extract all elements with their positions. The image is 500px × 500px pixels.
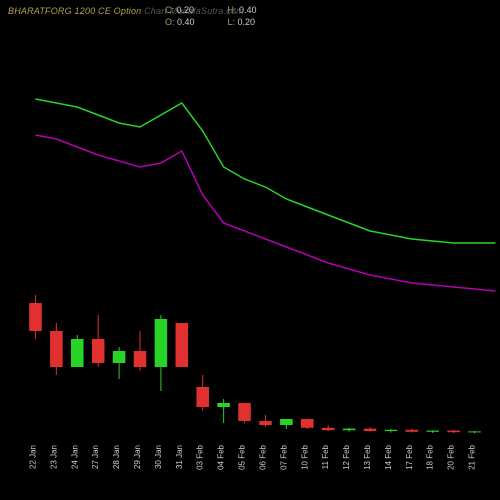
x-axis-label: 17 Feb (405, 444, 414, 469)
x-axis-label: 21 Feb (468, 444, 477, 469)
candle-body (196, 387, 209, 407)
x-axis-label: 07 Feb (279, 444, 288, 469)
candle-body (280, 419, 293, 425)
x-axis-label: 14 Feb (384, 444, 393, 469)
ohlc-c-label: C: (165, 5, 174, 15)
candle-body (92, 339, 105, 363)
upper-line (35, 99, 495, 243)
option-chart: BHARATFORG 1200 CE Option Chart MunafaSu… (0, 0, 500, 500)
x-axis-label: 23 Jan (49, 445, 58, 469)
candle-body (176, 323, 189, 367)
x-axis-label: 03 Feb (196, 444, 205, 469)
ohlc-l-label: L: (228, 17, 236, 27)
x-axis-label: 13 Feb (363, 444, 372, 469)
x-axis-label: 27 Jan (91, 445, 100, 469)
candle-body (385, 430, 398, 431)
ohlc-c-value: 0.20 (177, 5, 195, 15)
x-axis-label: 22 Jan (28, 445, 37, 469)
x-axis-label: 24 Jan (70, 445, 79, 469)
candle-body (217, 403, 230, 407)
ohlc-h-value: 0.40 (239, 5, 257, 15)
candle-body (426, 431, 439, 432)
ohlc-o-value: 0.40 (177, 17, 195, 27)
candle-body (29, 303, 42, 331)
candle-body (343, 429, 356, 431)
candle-body (322, 428, 335, 430)
x-axis-label: 30 Jan (154, 445, 163, 469)
candle-body (301, 419, 314, 428)
candle-body (447, 431, 460, 433)
x-axis-label: 04 Feb (217, 444, 226, 469)
x-axis-label: 29 Jan (133, 445, 142, 469)
candle-body (50, 331, 63, 367)
ohlc-low: L: 0.20 (228, 16, 288, 28)
x-axis-label: 05 Feb (238, 444, 247, 469)
x-axis-label: 20 Feb (447, 444, 456, 469)
x-axis-label: 12 Feb (342, 444, 351, 469)
ohlc-l-value: 0.20 (238, 17, 256, 27)
ohlc-h-label: H: (228, 5, 237, 15)
candle-body (364, 429, 377, 431)
ohlc-open: O: 0.40 (165, 16, 225, 28)
x-axis-label: 28 Jan (112, 445, 121, 469)
ohlc-high: H: 0.40 (228, 4, 288, 16)
x-axis-label: 10 Feb (300, 444, 309, 469)
ohlc-close: C: 0.20 (165, 4, 225, 16)
candle-body (113, 351, 126, 363)
candle-body (134, 351, 147, 367)
lower-line (35, 135, 495, 291)
candle-body (238, 403, 251, 421)
ohlc-readout: C: 0.20 H: 0.40 O: 0.40 L: 0.20 (165, 4, 288, 28)
candle-body (468, 431, 481, 432)
candle-body (155, 319, 168, 367)
candle-body (71, 339, 84, 367)
candle-body (259, 421, 272, 425)
candle-body (406, 430, 419, 432)
x-axis-label: 31 Jan (175, 445, 184, 469)
chart-svg: 22 Jan 23 Jan 24 Jan 27 Jan 28 Jan 29 Jan 30 J… (0, 0, 500, 500)
x-axis-label: 11 Feb (321, 444, 330, 469)
x-axis-label: 18 Feb (426, 444, 435, 469)
title-symbol: BHARATFORG 1200 CE Option (8, 6, 144, 16)
ohlc-o-label: O: (165, 17, 175, 27)
x-axis-label: 06 Feb (258, 444, 267, 469)
